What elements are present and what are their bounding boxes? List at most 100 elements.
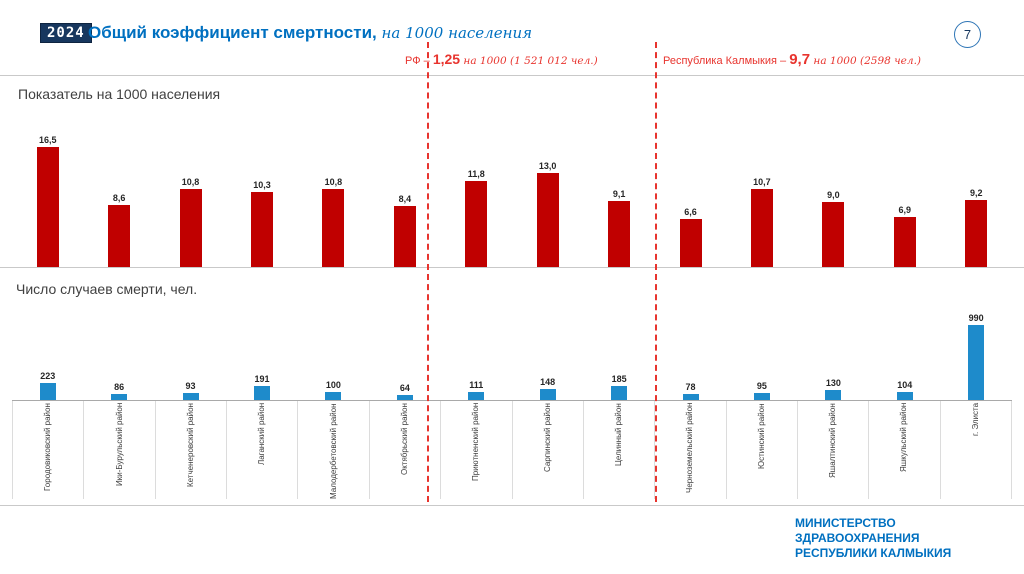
- bar-value-label: 111: [469, 379, 484, 390]
- bar: [536, 172, 559, 267]
- bar-value-label: 95: [756, 380, 767, 391]
- category-label: Целинный район: [614, 403, 624, 466]
- category-label: Городовиковский район: [43, 403, 53, 491]
- bar: [750, 189, 773, 267]
- category-label: Лаганский район: [257, 403, 267, 466]
- category-cell: Лаганский район: [226, 401, 297, 499]
- bar-value-label: 13,0: [538, 160, 557, 171]
- bar: [253, 385, 270, 400]
- bar-value-label: 78: [685, 382, 696, 393]
- category-cell: Яшкульский район: [868, 401, 939, 499]
- bar-column: 6,6: [655, 120, 726, 267]
- bar: [679, 219, 702, 267]
- bar: [111, 393, 128, 400]
- bar-column: 9,0: [798, 120, 869, 267]
- bar-value-label: 10,3: [253, 180, 271, 191]
- page-title-suffix: на 1000 населения: [376, 24, 533, 42]
- bar: [968, 325, 985, 400]
- bar-value-label: 130: [825, 378, 841, 389]
- bar-column: 6,9: [869, 120, 940, 267]
- bar-column: 64: [369, 312, 440, 400]
- bar: [182, 393, 199, 400]
- bar-value-label: 100: [325, 380, 341, 391]
- category-cell: Яшалтинский район: [796, 401, 868, 499]
- ministry-line-3: РЕСПУБЛИКИ КАЛМЫКИЯ: [795, 546, 952, 560]
- category-cell: Ики-Бурульский район: [83, 401, 154, 499]
- bar-column: 9,1: [583, 120, 654, 267]
- category-label: Октябрьский район: [399, 403, 409, 475]
- bar-column: 86: [83, 312, 154, 400]
- category-label: Сарпинский район: [542, 403, 552, 472]
- bar: [822, 201, 845, 267]
- rf-note-value: 1,25: [432, 51, 461, 67]
- bar: [893, 216, 916, 267]
- bar-column: 10,3: [226, 120, 297, 267]
- top-chart-title: Показатель на 1000 населения: [18, 86, 221, 102]
- category-label: Черноземельский район: [685, 403, 695, 494]
- bar-value-label: 16,5: [38, 135, 57, 145]
- page-number-badge: 7: [954, 21, 981, 48]
- page-title-main: Общий коэффициент смертности,: [88, 23, 377, 42]
- page-title: Общий коэффициент смертности, на 1000 на…: [88, 23, 532, 43]
- bar-column: 104: [869, 312, 940, 400]
- rk-benchmark-note: Республика Калмыкия – 9,7 на 1000 (2598 …: [663, 51, 921, 68]
- bar-column: 100: [298, 312, 369, 400]
- header-divider-line: [0, 75, 1024, 76]
- rk-note-value: 9,7: [789, 51, 811, 68]
- bar-value-label: 10,8: [324, 176, 343, 187]
- bar-value-label: 10,7: [753, 177, 771, 188]
- rf-note-suffix: на 1000 (1 521 012 чел.): [460, 55, 598, 67]
- bar: [539, 388, 556, 400]
- bar-value-label: 9,1: [612, 188, 626, 199]
- bar-column: 8,4: [369, 120, 440, 267]
- category-label: Малодербетовский район: [328, 403, 338, 499]
- bar-column: 95: [726, 312, 797, 400]
- bar: [39, 383, 56, 400]
- bar: [611, 386, 628, 400]
- bar-column: 78: [655, 312, 726, 400]
- bar-column: 191: [226, 312, 297, 400]
- bar: [179, 188, 202, 267]
- bar-value-label: 93: [185, 381, 196, 391]
- bar-value-label: 86: [114, 381, 125, 392]
- bar-value-label: 6,9: [898, 204, 912, 215]
- bar-value-label: 9,0: [827, 189, 840, 200]
- bar-column: 8,6: [83, 120, 154, 267]
- ministry-line-1: МИНИСТЕРСТВО: [795, 516, 896, 530]
- mortality-rate-chart: 16,5 8,6 10,8 10,3 10,8 8,4 11,8 13,0 9,1 6,6 10,7…: [12, 120, 1012, 267]
- bar-column: 111: [441, 312, 512, 400]
- bar: [108, 204, 131, 267]
- bar: [753, 392, 770, 400]
- rf-benchmark-note: РФ – 1,25 на 1000 (1 521 012 чел.): [405, 51, 598, 67]
- top-chart-axis-line: [0, 267, 1024, 268]
- bar-column: 13,0: [512, 120, 583, 267]
- category-label: Яшалтинский район: [828, 403, 838, 478]
- category-cell: Октябрьский район: [368, 401, 440, 499]
- bar-value-label: 64: [399, 383, 410, 394]
- page-number: 7: [963, 27, 972, 42]
- bar-value-label: 191: [254, 373, 270, 384]
- bar-value-label: 10,8: [181, 176, 200, 187]
- bar: [896, 392, 913, 400]
- rk-note-suffix: на 1000 (2598 чел.): [810, 55, 922, 67]
- bar: [965, 200, 988, 267]
- bar-column: 223: [12, 312, 83, 400]
- bar-column: 10,8: [298, 120, 369, 267]
- bar-column: 990: [940, 312, 1011, 400]
- bar-value-label: 223: [40, 371, 56, 382]
- bar-column: 10,8: [155, 120, 226, 267]
- category-label: Приютненский район: [471, 403, 481, 482]
- bar-column: 16,5: [12, 120, 83, 267]
- bottom-chart-axis-line: [12, 400, 1012, 401]
- category-cell: Приютненский район: [440, 401, 511, 499]
- bar: [325, 392, 342, 400]
- group-separator-dashed-line-2: [655, 42, 657, 502]
- bar-value-label: 9,2: [969, 188, 983, 199]
- bar: [322, 188, 345, 267]
- bar-value-label: 11,8: [467, 169, 485, 180]
- bar: [468, 391, 485, 400]
- bar-value-label: 148: [540, 376, 556, 387]
- bar: [682, 394, 699, 400]
- category-cell: Целинный район: [582, 401, 654, 499]
- category-label: Ики-Бурульский район: [114, 403, 124, 487]
